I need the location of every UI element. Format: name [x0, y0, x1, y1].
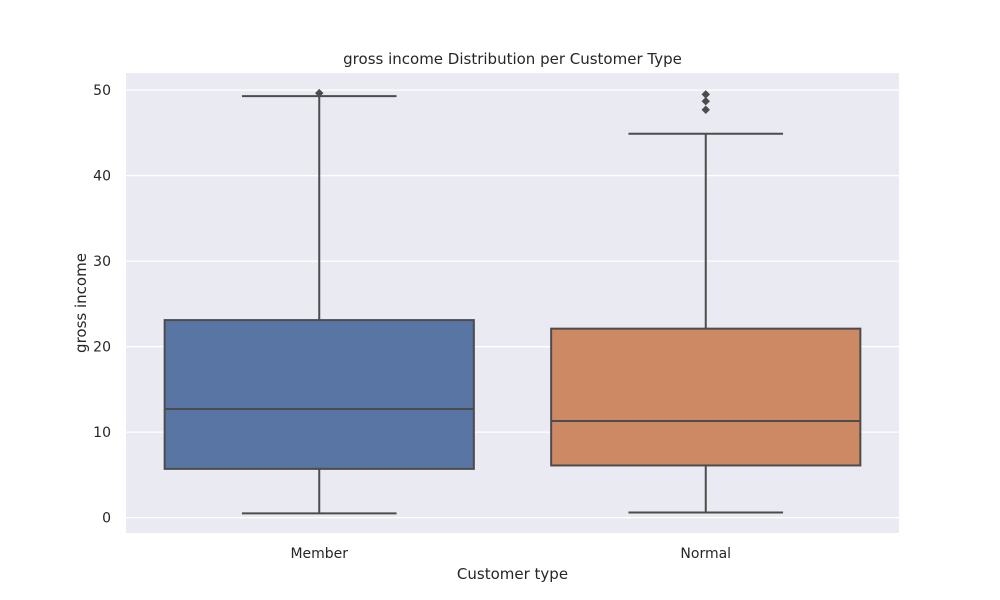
boxes	[163, 88, 862, 515]
iqr-box	[550, 327, 862, 467]
box-normal	[550, 90, 862, 514]
outlier-point	[701, 105, 710, 114]
iqr-box	[163, 319, 475, 470]
outlier-point	[701, 97, 710, 106]
x-tick-labels: Member Normal	[290, 546, 731, 562]
y-tick-label: 20	[93, 340, 111, 356]
x-axis-label: Customer type	[457, 565, 568, 583]
box-member	[163, 88, 475, 515]
y-tick-labels: 0 10 20 30 40 50	[93, 83, 111, 527]
x-tick-label: Normal	[680, 546, 731, 562]
y-axis-label: gross income	[72, 253, 90, 353]
outlier-point	[315, 88, 324, 98]
y-tick-label: 30	[93, 254, 111, 270]
outlier-point	[701, 90, 710, 99]
y-tick-label: 10	[93, 425, 111, 441]
x-tick-label: Member	[290, 546, 348, 562]
y-tick-label: 50	[93, 83, 111, 99]
y-tick-label: 40	[93, 169, 111, 185]
chart-title: gross income Distribution per Customer T…	[343, 50, 682, 68]
y-tick-label: 0	[102, 511, 111, 527]
